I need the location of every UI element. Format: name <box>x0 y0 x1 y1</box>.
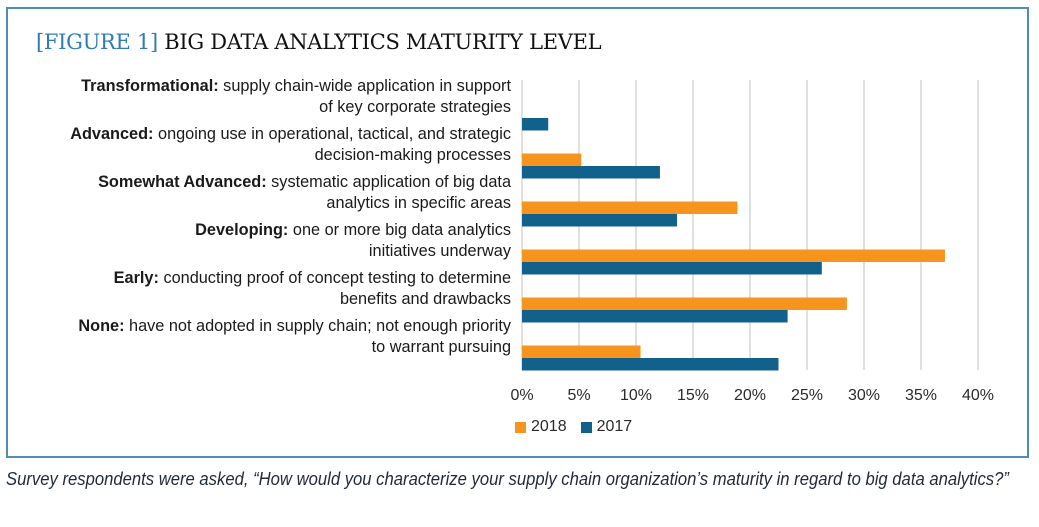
category-label: Transformational: supply chain-wide appl… <box>31 76 511 118</box>
figure-caption: Survey respondents were asked, “How woul… <box>6 468 1009 489</box>
bar-2017 <box>522 118 549 131</box>
bar-2018 <box>522 153 582 166</box>
bar-2018 <box>522 297 847 310</box>
category-name: Somewhat Advanced: <box>98 173 267 191</box>
category-name: Developing: <box>195 221 289 239</box>
x-tick-label: 15% <box>677 387 709 404</box>
category-label-line1: Somewhat Advanced: systematic applicatio… <box>31 172 511 193</box>
legend-item-2018: 2018 <box>515 418 567 436</box>
bar-2017 <box>522 214 678 227</box>
figure-number: [FIGURE 1] <box>36 30 158 54</box>
figure-title: [FIGURE 1] BIG DATA ANALYTICS MATURITY L… <box>36 30 602 54</box>
category-label-line2: decision-making processes <box>314 146 511 164</box>
x-tick-label: 10% <box>620 387 652 404</box>
category-name: None: <box>78 317 125 335</box>
category-label: Early: conducting proof of concept testi… <box>31 268 511 310</box>
x-tick-label: 0% <box>510 387 533 404</box>
x-tick-label: 35% <box>905 387 937 404</box>
category-description: have not adopted in supply chain; not en… <box>124 317 511 335</box>
category-label: None: have not adopted in supply chain; … <box>31 316 511 358</box>
legend: 2018 2017 <box>515 418 632 436</box>
legend-swatch <box>515 421 526 433</box>
bar-2018 <box>522 201 738 214</box>
bar-2018 <box>522 345 641 358</box>
bar-2017 <box>522 310 788 323</box>
category-name: Transformational: <box>81 77 219 95</box>
x-tick-label: 30% <box>848 387 880 404</box>
figure-frame <box>6 7 1029 458</box>
x-tick-label: 20% <box>734 387 766 404</box>
category-label-line1: Developing: one or more big data analyti… <box>31 220 511 241</box>
bar-2018 <box>522 249 945 262</box>
bar-2017 <box>522 358 779 371</box>
category-description: systematic application of big data <box>266 173 511 191</box>
category-label-line2: analytics in specific areas <box>326 194 511 212</box>
category-label-line1: Early: conducting proof of concept testi… <box>31 268 511 289</box>
category-name: Early: <box>113 269 159 287</box>
figure-title-text: BIG DATA ANALYTICS MATURITY LEVEL <box>164 30 602 54</box>
x-tick-label: 40% <box>962 387 994 404</box>
category-label-line1: None: have not adopted in supply chain; … <box>31 316 511 337</box>
x-tick-label: 5% <box>567 387 590 404</box>
category-label: Developing: one or more big data analyti… <box>31 220 511 262</box>
category-label-line2: of key corporate strategies <box>319 98 511 116</box>
category-label-line1: Transformational: supply chain-wide appl… <box>31 76 511 97</box>
legend-label: 2017 <box>596 418 633 435</box>
category-description: conducting proof of concept testing to d… <box>158 269 511 287</box>
legend-label: 2018 <box>531 418 567 435</box>
category-description: one or more big data analytics <box>288 221 511 239</box>
category-label-line2: initiatives underway <box>368 242 511 260</box>
category-description: supply chain-wide application in support <box>218 77 511 95</box>
bar-2017 <box>522 166 660 179</box>
category-label-line1: Advanced: ongoing use in operational, ta… <box>31 124 511 145</box>
legend-swatch <box>580 421 592 433</box>
category-description: ongoing use in operational, tactical, an… <box>153 125 511 143</box>
category-label: Advanced: ongoing use in operational, ta… <box>31 124 511 166</box>
category-label: Somewhat Advanced: systematic applicatio… <box>31 172 511 214</box>
bar-2017 <box>522 262 822 275</box>
category-label-line2: to warrant pursuing <box>371 338 511 356</box>
category-label-line2: benefits and drawbacks <box>339 290 511 308</box>
x-tick-label: 25% <box>791 387 823 404</box>
category-name: Advanced: <box>70 125 154 143</box>
legend-item-2017: 2017 <box>580 418 633 436</box>
